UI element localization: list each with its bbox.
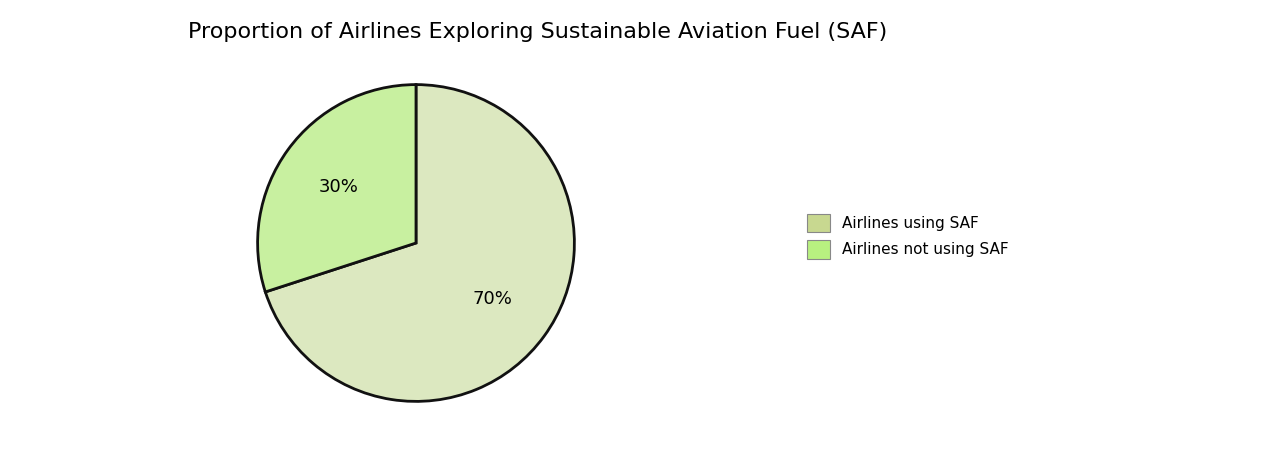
Text: Proportion of Airlines Exploring Sustainable Aviation Fuel (SAF): Proportion of Airlines Exploring Sustain… bbox=[188, 22, 887, 42]
Text: 70%: 70% bbox=[472, 290, 513, 308]
Wedge shape bbox=[265, 85, 575, 401]
Legend: Airlines using SAF, Airlines not using SAF: Airlines using SAF, Airlines not using S… bbox=[801, 208, 1015, 265]
Text: 30%: 30% bbox=[319, 178, 360, 196]
Wedge shape bbox=[257, 85, 416, 292]
